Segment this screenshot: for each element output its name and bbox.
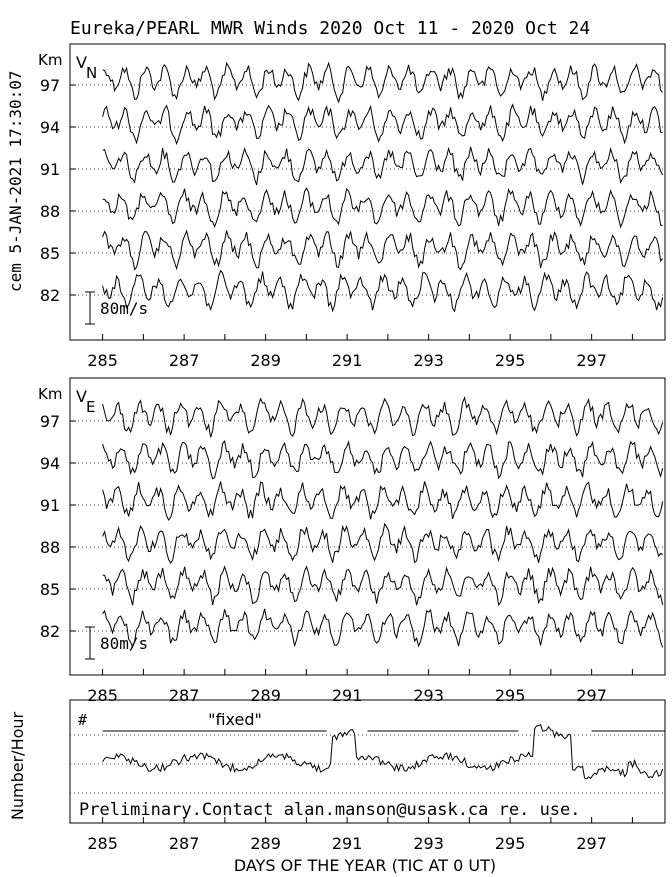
footer-note: Preliminary.Contact alan.manson@usask.ca…: [79, 800, 581, 820]
count-trace: [102, 723, 664, 780]
y-axis-label-km: Km: [38, 51, 62, 69]
x-tick-label: 295: [495, 686, 526, 705]
y-axis-label-number-per-hour: Number/Hour: [8, 711, 27, 820]
y-tick-label: 82: [40, 622, 60, 641]
y-tick-label: 94: [40, 118, 60, 137]
x-tick-label: 287: [169, 834, 200, 853]
x-tick-label: 297: [576, 686, 607, 705]
x-tick-label: 289: [250, 834, 281, 853]
x-tick-label: 293: [413, 686, 444, 705]
x-tick-label: 285: [87, 834, 118, 853]
x-tick-label: 285: [87, 686, 118, 705]
y-tick-label: 82: [40, 286, 60, 305]
wind-trace-94km: [102, 103, 663, 146]
y-tick-label: 94: [40, 454, 60, 473]
y-tick-label: 91: [40, 496, 60, 515]
x-tick-label: 295: [495, 834, 526, 853]
wind-trace-91km: [102, 146, 664, 186]
x-tick-label: 285: [87, 351, 118, 370]
count-plot-frame: [69, 699, 666, 824]
wind-trace-85km: [102, 565, 664, 606]
wind-trace-82km: [102, 269, 664, 313]
y-tick-label: 88: [40, 202, 60, 221]
y-tick-label: 97: [40, 76, 60, 95]
x-tick-label: 297: [576, 351, 607, 370]
x-tick-label: 289: [250, 686, 281, 705]
y-axis-label-km: Km: [38, 385, 62, 403]
wind-trace-88km: [102, 187, 663, 229]
plot-frame: [69, 43, 666, 341]
wind-trace-97km: [102, 61, 663, 104]
fixed-label: "fixed": [208, 710, 262, 729]
wind-trace-94km: [102, 439, 664, 480]
wind-trace-97km: [102, 396, 664, 438]
panel-label: V: [76, 387, 87, 406]
scale-bar-label: 80m/s: [100, 299, 148, 318]
x-tick-label: 287: [169, 351, 200, 370]
x-tick-label: 289: [250, 351, 281, 370]
wind-trace-91km: [102, 481, 664, 521]
x-tick-label: 293: [413, 351, 444, 370]
wind-trace-82km: [102, 608, 664, 648]
x-tick-label: 293: [413, 834, 444, 853]
x-tick-label: 295: [495, 351, 526, 370]
count-corner-label: #: [78, 711, 87, 729]
y-tick-label: 88: [40, 538, 60, 557]
y-tick-label: 91: [40, 160, 60, 179]
panel-label-subscript: E: [86, 398, 95, 416]
side-label: cem 5-JAN-2021 17:30:07: [6, 70, 25, 292]
x-tick-label: 291: [332, 834, 363, 853]
y-tick-label: 85: [40, 580, 60, 599]
y-tick-label: 85: [40, 244, 60, 263]
panel-label: V: [76, 53, 87, 72]
wind-trace-88km: [102, 522, 663, 564]
x-tick-label: 291: [332, 686, 363, 705]
scale-bar-label: 80m/s: [100, 634, 148, 653]
wind-trace-85km: [102, 229, 664, 271]
plot-frame: [69, 377, 666, 676]
x-axis-label: DAYS OF THE YEAR (TIC AT 0 UT): [234, 856, 496, 875]
panel-label-subscript: N: [86, 64, 97, 82]
chart-title: Eureka/PEARL MWR Winds 2020 Oct 11 - 202…: [70, 18, 590, 39]
x-tick-label: 291: [332, 351, 363, 370]
x-tick-label: 287: [169, 686, 200, 705]
y-tick-label: 97: [40, 412, 60, 431]
x-tick-label: 297: [576, 834, 607, 853]
